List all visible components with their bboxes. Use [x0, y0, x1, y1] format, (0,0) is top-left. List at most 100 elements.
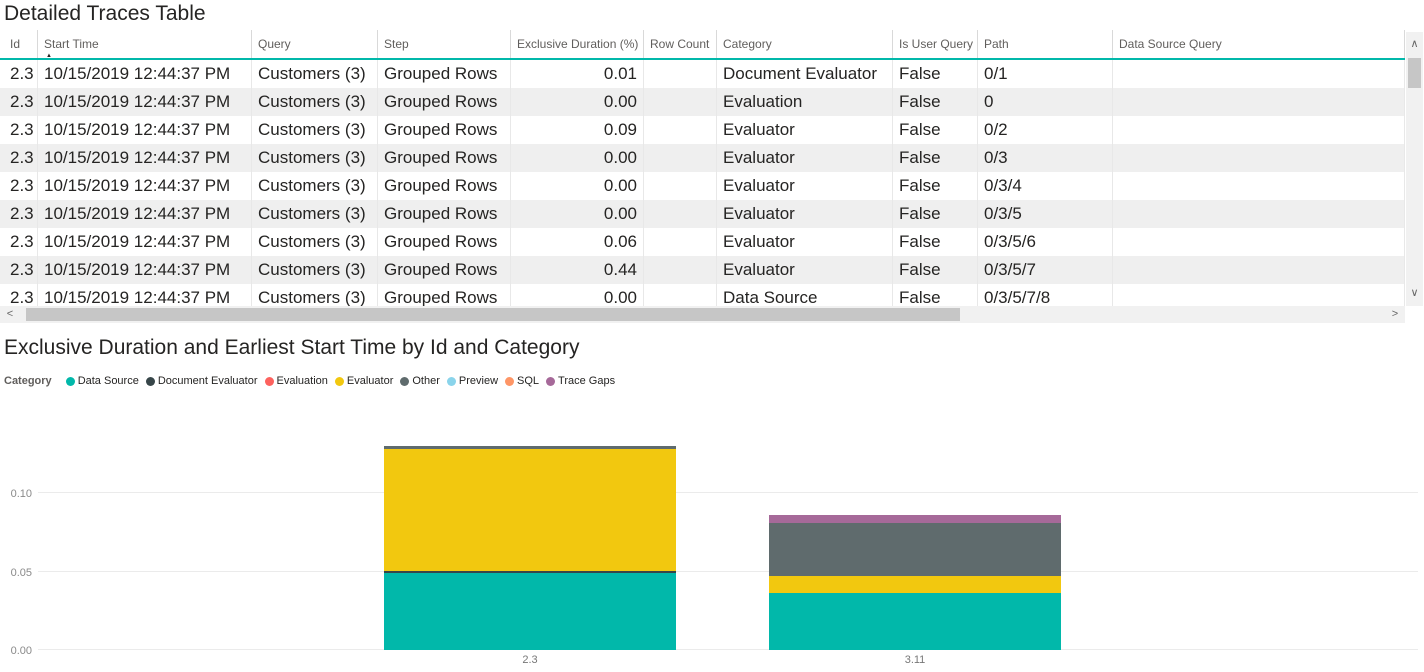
column-header-exclusive-duration-[interactable]: Exclusive Duration (%) — [511, 30, 644, 58]
table-row[interactable]: 2.3 10/15/2019 12:44:37 PM Customers (3) Gr… — [0, 256, 1405, 284]
legend-label: Trace Gaps — [558, 375, 616, 387]
column-header-label: Is User Query — [899, 37, 974, 51]
cell-step: Grouped Rows — [378, 228, 511, 256]
table-row[interactable]: 2.3 10/15/2019 12:44:37 PM Customers (3) Gr… — [0, 284, 1405, 306]
cell-is-user-query: False — [893, 228, 978, 256]
cell-category: Document Evaluator — [717, 60, 893, 88]
column-header-query[interactable]: Query — [252, 30, 378, 58]
cell-query: Customers (3) — [252, 228, 378, 256]
y-axis-tick-label: 0.10 — [10, 488, 32, 500]
cell-id: 2.3 — [0, 284, 38, 306]
legend-swatch-icon — [546, 376, 556, 386]
legend-item-other[interactable]: Other — [400, 375, 440, 387]
cell-step: Grouped Rows — [378, 60, 511, 88]
bar-segment-document-evaluator[interactable] — [384, 571, 676, 573]
table-row[interactable]: 2.3 10/15/2019 12:44:37 PM Customers (3) Gr… — [0, 200, 1405, 228]
bar-segment-other[interactable] — [769, 523, 1061, 576]
cell-step: Grouped Rows — [378, 284, 511, 306]
legend-label: Evaluation — [276, 375, 328, 387]
column-header-label: Row Count — [650, 37, 710, 51]
vertical-scrollbar-thumb[interactable] — [1408, 58, 1421, 88]
legend-item-preview[interactable]: Preview — [446, 375, 498, 387]
cell-data-source-query — [1113, 88, 1405, 116]
column-header-start-time[interactable]: Start Time ▲ — [38, 30, 252, 58]
cell-row-count — [644, 284, 717, 306]
cell-query: Customers (3) — [252, 88, 378, 116]
legend-label: Evaluator — [346, 375, 394, 387]
cell-step: Grouped Rows — [378, 256, 511, 284]
cell-query: Customers (3) — [252, 284, 378, 306]
bar-segment-data-source[interactable] — [769, 593, 1061, 650]
legend-item-trace-gaps[interactable]: Trace Gaps — [546, 375, 615, 387]
gridline — [38, 570, 1418, 572]
legend-item-data-source[interactable]: Data Source — [65, 375, 139, 387]
gridline — [38, 649, 1418, 650]
horizontal-scrollbar[interactable]: < > — [0, 306, 1405, 323]
cell-path: 0/3/4 — [978, 172, 1113, 200]
cell-id: 2.3 — [0, 60, 38, 88]
cell-exclusive-duration-: 0.06 — [511, 228, 644, 256]
cell-category: Evaluator — [717, 200, 893, 228]
bar-segment-other[interactable] — [384, 446, 676, 449]
cell-exclusive-duration-: 0.00 — [511, 200, 644, 228]
column-header-step[interactable]: Step — [378, 30, 511, 58]
column-header-is-user-query[interactable]: Is User Query — [893, 30, 978, 58]
cell-exclusive-duration-: 0.09 — [511, 116, 644, 144]
cell-id: 2.3 — [0, 200, 38, 228]
x-axis-category-label: 3.11 — [904, 654, 926, 666]
bar-segment-data-source[interactable] — [384, 573, 676, 650]
table-row[interactable]: 2.3 10/15/2019 12:44:37 PM Customers (3) Gr… — [0, 228, 1405, 256]
legend-item-evaluator[interactable]: Evaluator — [334, 375, 394, 387]
scroll-left-icon[interactable]: < — [6, 308, 14, 320]
cell-query: Customers (3) — [252, 144, 378, 172]
scroll-up-icon[interactable]: ∧ — [1410, 38, 1419, 50]
cell-start-time: 10/15/2019 12:44:37 PM — [38, 60, 252, 88]
cell-exclusive-duration-: 0.44 — [511, 256, 644, 284]
legend-items: Data Source Document Evaluator Evaluation E… — [65, 375, 622, 387]
cell-row-count — [644, 172, 717, 200]
cell-data-source-query — [1113, 116, 1405, 144]
legend-label: Document Evaluator — [157, 375, 258, 387]
cell-category: Evaluator — [717, 256, 893, 284]
legend-label: Data Source — [77, 375, 139, 387]
legend-item-sql[interactable]: SQL — [505, 375, 539, 387]
cell-step: Grouped Rows — [378, 172, 511, 200]
bar-segment-evaluator[interactable] — [384, 449, 676, 571]
chart-title: Exclusive Duration and Earliest Start Ti… — [4, 336, 580, 359]
cell-row-count — [644, 228, 717, 256]
column-header-data-source-query[interactable]: Data Source Query — [1113, 30, 1405, 58]
legend-swatch-icon — [145, 376, 155, 386]
cell-data-source-query — [1113, 144, 1405, 172]
legend-item-document-evaluator[interactable]: Document Evaluator — [145, 375, 258, 387]
legend-item-evaluation[interactable]: Evaluation — [264, 375, 328, 387]
cell-id: 2.3 — [0, 116, 38, 144]
column-header-row-count[interactable]: Row Count — [644, 30, 717, 58]
column-header-label: Category — [723, 37, 772, 51]
table-row[interactable]: 2.3 10/15/2019 12:44:37 PM Customers (3) Gr… — [0, 60, 1405, 88]
scroll-down-icon[interactable]: ∨ — [1410, 287, 1419, 299]
scroll-right-icon[interactable]: > — [1391, 308, 1399, 320]
horizontal-scrollbar-thumb[interactable] — [26, 308, 960, 321]
bar-segment-trace-gaps[interactable] — [769, 515, 1061, 523]
cell-start-time: 10/15/2019 12:44:37 PM — [38, 144, 252, 172]
vertical-scrollbar[interactable]: ∧ ∨ — [1406, 32, 1423, 306]
cell-row-count — [644, 116, 717, 144]
column-header-id[interactable]: Id — [0, 30, 38, 58]
cell-query: Customers (3) — [252, 172, 378, 200]
bar-segment-evaluator[interactable] — [769, 576, 1061, 593]
cell-path: 0 — [978, 88, 1113, 116]
column-header-label: Query — [258, 37, 291, 51]
column-header-label: Id — [10, 37, 21, 51]
table-body: 2.3 10/15/2019 12:44:37 PM Customers (3) Gr… — [0, 60, 1405, 306]
table-header-underline — [0, 58, 1405, 60]
cell-path: 0/3/5/7/8 — [978, 284, 1113, 306]
table-row[interactable]: 2.3 10/15/2019 12:44:37 PM Customers (3) Gr… — [0, 144, 1405, 172]
cell-exclusive-duration-: 0.00 — [511, 144, 644, 172]
gridline — [38, 492, 1418, 493]
cell-exclusive-duration-: 0.00 — [511, 172, 644, 200]
table-row[interactable]: 2.3 10/15/2019 12:44:37 PM Customers (3) Gr… — [0, 88, 1405, 116]
table-row[interactable]: 2.3 10/15/2019 12:44:37 PM Customers (3) Gr… — [0, 116, 1405, 144]
table-row[interactable]: 2.3 10/15/2019 12:44:37 PM Customers (3) Gr… — [0, 172, 1405, 200]
column-header-category[interactable]: Category — [717, 30, 893, 58]
column-header-path[interactable]: Path — [978, 30, 1113, 58]
